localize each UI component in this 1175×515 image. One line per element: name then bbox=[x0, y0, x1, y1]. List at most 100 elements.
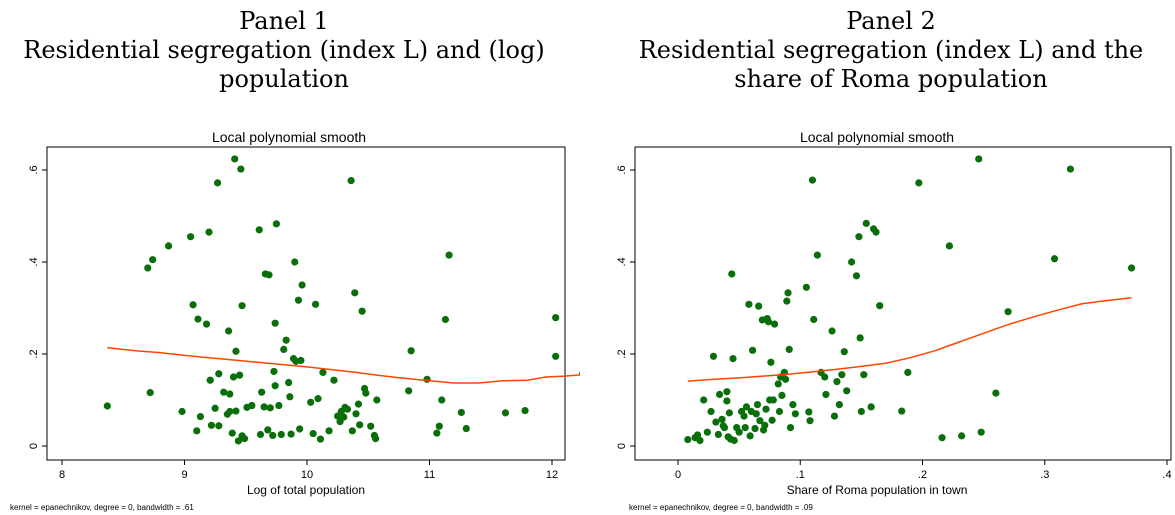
chart-2-data-point bbox=[741, 424, 749, 432]
chart-1-data-point bbox=[207, 421, 216, 429]
chart-2-data-point bbox=[857, 407, 865, 416]
chart-1-data-point bbox=[282, 336, 290, 344]
chart-1-y-tick-label: .6 bbox=[28, 165, 40, 174]
chart-1-data-point bbox=[521, 406, 529, 415]
chart-2-data-point bbox=[745, 300, 753, 308]
panel-1-title: Residential segregation (index L) and (l… bbox=[23, 36, 545, 93]
chart-2-data-point bbox=[715, 390, 724, 399]
chart-1-data-point bbox=[457, 408, 465, 417]
panel-1-label: Panel 1 bbox=[239, 7, 329, 35]
chart-2-data-point bbox=[778, 391, 786, 399]
chart-1-data-point bbox=[358, 307, 366, 315]
chart-1-data-point bbox=[234, 437, 242, 445]
chart-1-note: kernel = epanechnikov, degree = 0, bandw… bbox=[10, 503, 194, 512]
chart-1-data-point bbox=[164, 242, 173, 250]
chart-1-data-point bbox=[291, 258, 299, 266]
chart-2-data-point bbox=[742, 403, 751, 411]
chart-1-x-axis-label: Log of total population bbox=[247, 483, 365, 497]
chart-2-data-point bbox=[802, 283, 810, 291]
chart-1-data-point bbox=[149, 256, 157, 264]
chart-1-data-point bbox=[277, 430, 285, 439]
chart-2-data-point bbox=[1066, 165, 1075, 173]
chart-2-data-point bbox=[753, 401, 762, 409]
chart-1-data-point bbox=[309, 429, 317, 438]
chart-2-data-point bbox=[813, 251, 821, 259]
chart-2-data-point bbox=[840, 348, 848, 356]
chart-2-data-point bbox=[938, 434, 946, 442]
chart-2-data-point bbox=[728, 270, 736, 278]
chart-1-data-point bbox=[280, 345, 288, 353]
chart-2-data-point bbox=[789, 401, 797, 409]
chart-2-data-point bbox=[786, 424, 795, 432]
chart-1-data-point bbox=[238, 302, 246, 310]
chart-2-data-point bbox=[833, 378, 841, 386]
chart-2-data-point bbox=[904, 368, 912, 376]
chart-1-smooth-line bbox=[107, 346, 580, 384]
chart-2-data-point bbox=[748, 346, 757, 354]
chart-2-smooth-line bbox=[687, 297, 1132, 382]
chart-2-data-point bbox=[723, 397, 731, 405]
chart-1-data-point bbox=[330, 376, 338, 384]
chart-2-data-point bbox=[898, 407, 906, 415]
chart-1-data-point bbox=[285, 378, 293, 387]
chart-2-data-point bbox=[1004, 308, 1012, 316]
chart-2-data-point bbox=[723, 388, 731, 396]
chart-2-data-point bbox=[725, 409, 733, 417]
chart-1-data-point bbox=[579, 371, 580, 377]
chart-1-data-point bbox=[225, 327, 233, 335]
chart-2-data-point bbox=[810, 315, 818, 324]
chart-1-data-point bbox=[297, 356, 305, 365]
chart-1-data-point bbox=[271, 382, 279, 390]
chart-1-data-point bbox=[367, 422, 375, 430]
chart-2-data-point bbox=[775, 407, 784, 416]
panel-2-label: Panel 2 bbox=[846, 7, 936, 35]
chart-2-data-point bbox=[945, 242, 953, 250]
chart-2-data-point bbox=[806, 417, 814, 425]
chart-1-x-tick-label: 12 bbox=[546, 469, 558, 481]
chart-2-data-point bbox=[693, 431, 702, 439]
chart-1-data-point bbox=[373, 396, 381, 404]
chart-1-x-tick-label: 10 bbox=[301, 469, 313, 481]
chart-2-y-tick-label: 0 bbox=[616, 443, 628, 449]
chart-2-data-point bbox=[958, 432, 966, 440]
chart-1-data-point bbox=[187, 233, 195, 241]
chart-2-data-point bbox=[876, 302, 884, 310]
chart-2-x-axis-label: Share of Roma population in town bbox=[787, 483, 968, 497]
chart-1-data-point bbox=[256, 430, 265, 439]
chart-2-data-point bbox=[751, 424, 759, 433]
chart-1-data-point bbox=[356, 421, 364, 429]
chart-2-data-point bbox=[867, 403, 875, 411]
chart-1-data-point bbox=[103, 402, 111, 410]
chart-2-data-point bbox=[856, 334, 864, 342]
chart-1-x-tick-label: 11 bbox=[424, 469, 435, 481]
chart-2-data-point bbox=[860, 371, 868, 379]
chart-2-x-tick-label: 0 bbox=[675, 469, 681, 481]
panel-2-title: Residential segregation (index L) and th… bbox=[638, 36, 1144, 93]
chart-1-data-point bbox=[228, 429, 236, 437]
chart-2-data-point bbox=[822, 390, 830, 399]
chart-1-data-point bbox=[189, 301, 197, 309]
chart-1-data-point bbox=[272, 220, 280, 228]
chart-1-data-point bbox=[255, 226, 263, 234]
chart-1-data-point bbox=[220, 388, 228, 396]
chart-1-data-point bbox=[286, 393, 294, 401]
chart-1-x-tick-label: 9 bbox=[181, 469, 187, 481]
chart-1-data-point bbox=[144, 264, 152, 272]
chart-2-y-tick-label: .2 bbox=[616, 349, 628, 358]
chart-2-data-point bbox=[756, 417, 764, 425]
chart-1-data-point bbox=[407, 347, 415, 355]
chart-1-data-point bbox=[258, 388, 266, 396]
chart-1-data-point bbox=[206, 376, 214, 384]
chart-1-data-point bbox=[354, 400, 363, 408]
chart-2-y-tick-label: .6 bbox=[616, 165, 628, 174]
chart-1-data-point bbox=[193, 427, 201, 435]
chart-1-y-tick-label: .2 bbox=[28, 349, 40, 358]
chart-2-data-point bbox=[808, 176, 817, 184]
chart-1-data-point bbox=[146, 389, 154, 397]
chart-1-data-point bbox=[194, 315, 202, 323]
chart-1-data-point bbox=[213, 179, 222, 187]
chart-2-x-tick-label: .2 bbox=[918, 469, 927, 481]
chart-2-data-point bbox=[768, 416, 776, 424]
chart-2-data-point bbox=[735, 428, 743, 436]
chart-1-data-point bbox=[178, 407, 186, 416]
